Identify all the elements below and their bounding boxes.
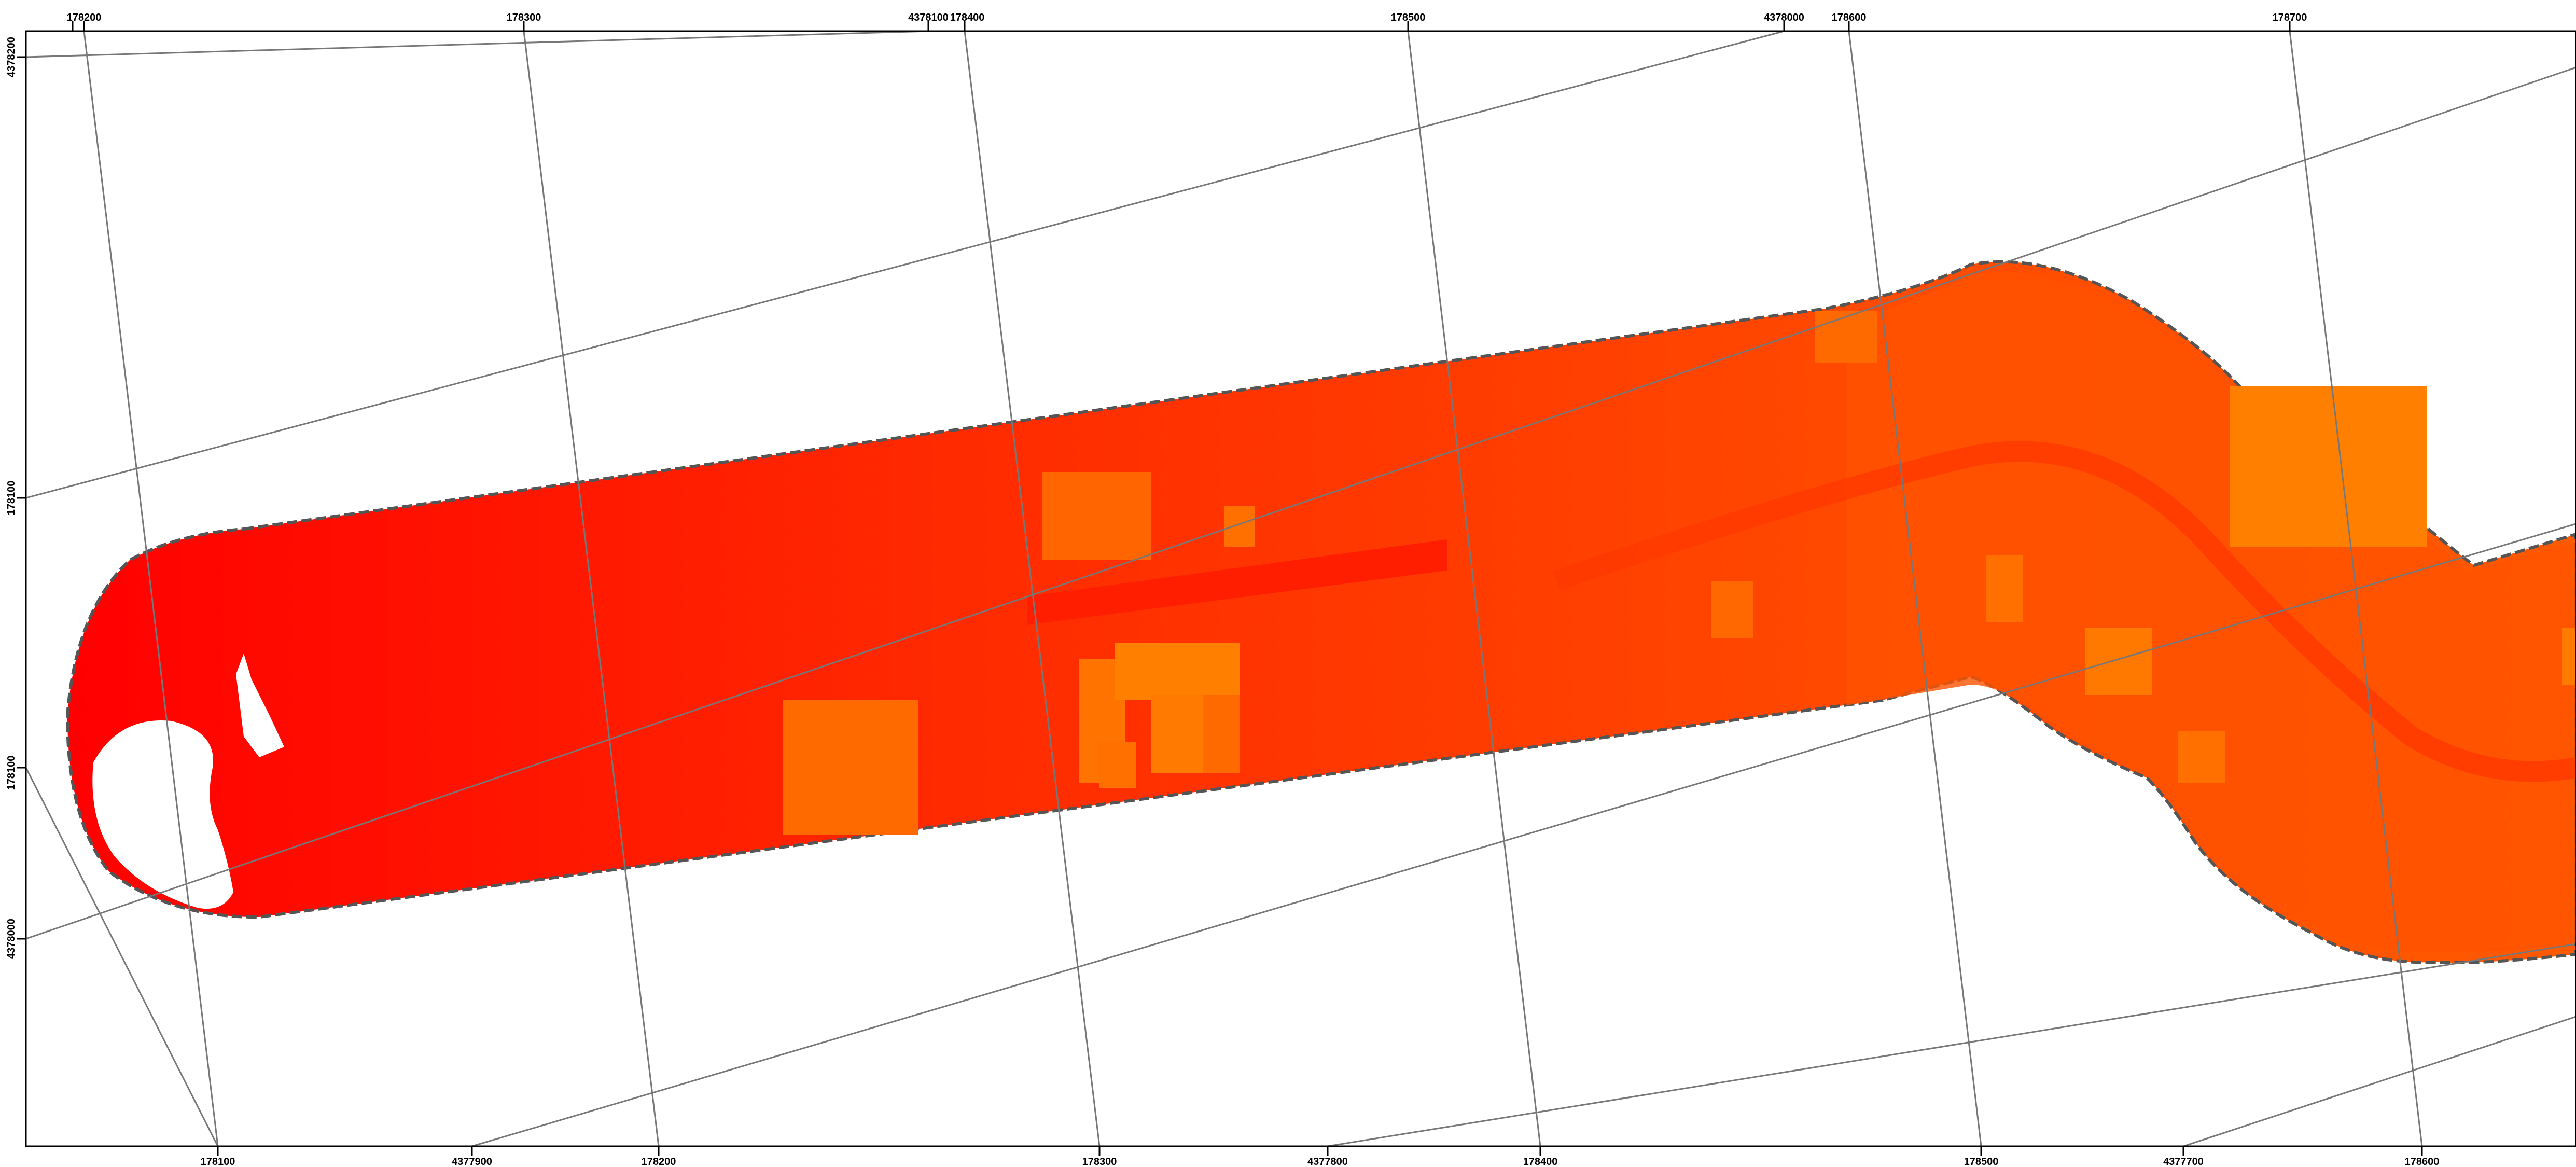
left-label: 4378200 [6, 37, 17, 77]
top-axis-labels: 178200 178300 4378100 178400 178500 4378… [67, 12, 2307, 23]
top-label: 178500 [1391, 12, 1426, 23]
top-label: 4378000 [1764, 12, 1804, 23]
building [1203, 695, 1240, 773]
elevation-raster [65, 260, 2576, 964]
top-label: 178200 [67, 12, 102, 23]
building [1711, 581, 1753, 638]
graticule [26, 31, 2576, 1146]
building [1042, 472, 1151, 560]
bottom-label: 178100 [201, 1156, 235, 1167]
building [1099, 742, 1136, 788]
building [783, 700, 918, 835]
top-label: 178300 [507, 12, 541, 23]
bottom-label: 178200 [642, 1156, 676, 1167]
bottom-label: 178600 [2405, 1156, 2440, 1167]
left-axis-labels: 4378200 178100 178100 4378000 [6, 37, 17, 959]
map-border [25, 30, 2576, 1147]
bottom-label: 4377800 [1307, 1156, 1348, 1167]
tick-marks [17, 21, 2423, 1156]
building [1151, 695, 1208, 773]
building [1115, 643, 1240, 700]
bottom-label: 178400 [1523, 1156, 1558, 1167]
left-label: 178100 [6, 756, 17, 790]
bottom-label: 178300 [1082, 1156, 1117, 1167]
bottom-axis-labels: 178100 4377900 178200 178300 4377800 178… [201, 1156, 2440, 1167]
building [2178, 731, 2225, 783]
bottom-label: 178500 [1964, 1156, 1999, 1167]
top-label: 178700 [2273, 12, 2307, 23]
building [2230, 386, 2427, 547]
water-specks [236, 654, 284, 757]
strip [1027, 539, 1447, 625]
river-channel [1552, 441, 2576, 782]
bottom-label: 4377900 [452, 1156, 492, 1167]
building [1815, 311, 1877, 363]
left-label: 178100 [6, 481, 17, 516]
building [2562, 628, 2576, 685]
bottom-label: 4377700 [2163, 1156, 2204, 1167]
building [2085, 628, 2152, 695]
top-label: 4378100 [908, 12, 949, 23]
top-label: 178600 [1832, 12, 1867, 23]
left-label: 4378000 [6, 919, 17, 959]
building [1224, 506, 1255, 547]
building [1986, 555, 2023, 622]
water-hole [92, 720, 233, 909]
top-label: 178400 [950, 12, 985, 23]
